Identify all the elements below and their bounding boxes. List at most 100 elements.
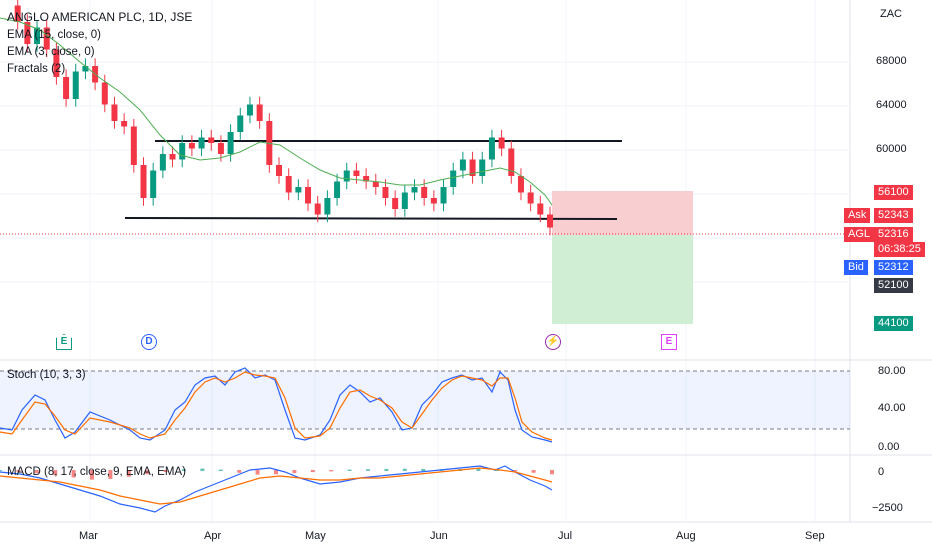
macd-bar xyxy=(34,470,39,474)
macd-bar xyxy=(108,470,113,479)
price-tick: 60000 xyxy=(876,143,907,155)
candle-body xyxy=(401,192,408,209)
macd-tick: −2500 xyxy=(872,502,903,514)
candle-body xyxy=(411,187,418,193)
candle-body xyxy=(372,181,379,187)
candle-body xyxy=(82,66,89,72)
grid xyxy=(0,0,850,522)
candle-body xyxy=(517,176,524,193)
macd-bar xyxy=(421,468,426,471)
time-tick: Mar xyxy=(79,530,98,542)
candle-body xyxy=(343,170,350,182)
time-tick: Jul xyxy=(558,530,573,542)
macd-bar xyxy=(71,470,76,478)
macd-tick: 0 xyxy=(878,466,885,478)
target-price-tag: 44100 xyxy=(874,316,913,331)
candle-body xyxy=(498,137,505,149)
candle-body xyxy=(14,5,21,22)
candle-body xyxy=(43,27,50,50)
candle-body xyxy=(63,77,70,99)
stoch-tick: 0.00 xyxy=(878,441,900,453)
candle-body xyxy=(305,187,312,204)
time-tick: Aug xyxy=(676,530,696,542)
macd-bar xyxy=(513,470,518,472)
indicator-ema-3-label[interactable]: EMA (3, close, 0) xyxy=(7,46,95,58)
bid-tag-label: Bid xyxy=(844,260,868,275)
position-stop-zone xyxy=(552,191,693,235)
bid-price-tag: 52312 xyxy=(874,260,913,275)
support-line xyxy=(124,217,618,220)
dividend-icon[interactable]: D xyxy=(141,334,157,350)
candle-body xyxy=(295,187,302,193)
currency-label: ZAC xyxy=(880,8,902,20)
candle-body xyxy=(479,159,486,176)
macd-bar xyxy=(531,470,536,473)
macd-bar xyxy=(182,469,186,471)
candle-body xyxy=(392,198,399,209)
ema-15-line xyxy=(0,17,553,206)
price-tick: 68000 xyxy=(876,55,907,67)
candle-body xyxy=(169,154,176,160)
earnings-icon[interactable]: E xyxy=(56,334,72,350)
candle-body xyxy=(547,214,553,228)
price-tick: 64000 xyxy=(876,99,907,111)
macd-bar xyxy=(550,470,554,475)
last-symbol-tag: AGL xyxy=(844,227,875,242)
stoch-k-line xyxy=(0,367,553,443)
macd-bar xyxy=(218,469,223,471)
stoch-label[interactable]: Stoch (10, 3, 3) xyxy=(7,369,86,381)
macd-bar xyxy=(145,470,150,475)
macd-bar xyxy=(310,470,315,473)
candle-body xyxy=(121,121,128,127)
candle-body xyxy=(469,159,476,176)
macd-bar xyxy=(347,469,352,471)
candle-body xyxy=(508,148,515,176)
time-tick: Apr xyxy=(204,530,222,542)
macd-bar xyxy=(329,470,334,472)
macd-bar xyxy=(274,470,278,475)
macd-label[interactable]: MACD (8, 17, close, 9, EMA, EMA) xyxy=(7,466,186,478)
candle-body xyxy=(217,143,224,154)
ask-tag-label: Ask xyxy=(844,208,871,223)
candle-body xyxy=(246,104,253,116)
macd-bar xyxy=(0,470,2,471)
candle-body xyxy=(440,187,447,204)
ask-price-tag: 52343 xyxy=(874,208,913,223)
candle-body xyxy=(459,159,466,171)
earnings-icon[interactable]: E xyxy=(661,334,677,350)
macd-bar xyxy=(126,470,131,477)
candle-body xyxy=(227,132,234,154)
candle-body xyxy=(237,115,244,132)
split-icon[interactable]: ⚡ xyxy=(545,334,561,350)
macd-bar xyxy=(292,470,297,474)
stop-price-tag: 56100 xyxy=(874,185,913,200)
stoch-tick: 40.00 xyxy=(878,402,906,414)
candle-body xyxy=(101,82,108,105)
macd-bar xyxy=(163,470,168,473)
candle-body xyxy=(34,27,41,44)
bar-countdown: 06:38:25 xyxy=(874,242,925,257)
candle-body xyxy=(256,104,263,121)
macd-bar xyxy=(237,470,242,473)
candle-body xyxy=(188,143,195,149)
indicator-ema-15-label[interactable]: EMA (15, close, 0) xyxy=(7,29,101,41)
macd-bar xyxy=(16,470,21,472)
candle-body xyxy=(285,176,292,193)
stoch-tick: 80.00 xyxy=(878,365,906,377)
candle-body xyxy=(430,198,437,204)
macd-bar xyxy=(476,468,481,471)
candle-body xyxy=(159,154,166,171)
symbol-title[interactable]: ANGLO AMERICAN PLC, 1D, JSE xyxy=(7,10,193,24)
candle-body xyxy=(198,137,205,149)
stoch-band xyxy=(0,371,850,429)
candle-body xyxy=(450,170,457,187)
macd-bar xyxy=(366,469,370,471)
macd-bar xyxy=(255,470,260,475)
candle-body xyxy=(72,71,79,99)
candle-body xyxy=(314,203,321,215)
indicator-fractals-label[interactable]: Fractals (2) xyxy=(7,63,66,75)
candle-body xyxy=(382,187,389,198)
stoch-d-line xyxy=(0,371,553,441)
candle-body xyxy=(421,187,428,198)
